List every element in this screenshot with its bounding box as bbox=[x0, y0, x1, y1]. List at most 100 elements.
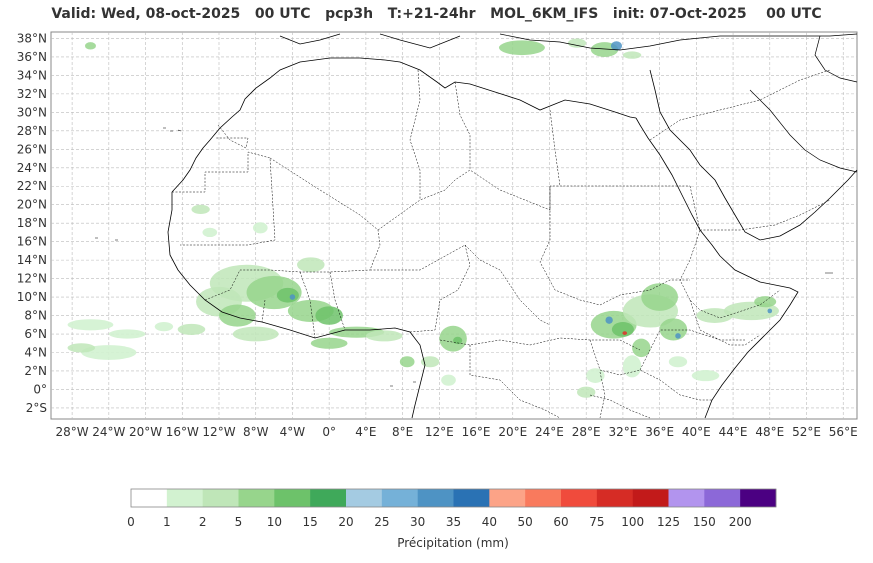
lat-tick-label: 28°N bbox=[17, 124, 47, 138]
lon-tick-label: 20°W bbox=[129, 425, 162, 439]
precip-cell[interactable] bbox=[691, 370, 720, 382]
colorbar-swatch bbox=[632, 489, 669, 507]
coastline-red-sea-west bbox=[635, 117, 721, 257]
lat-tick-label: 38°N bbox=[17, 31, 47, 45]
precip-cell[interactable] bbox=[420, 356, 440, 368]
colorbar-tick-label: 200 bbox=[729, 515, 752, 529]
precip-cell[interactable] bbox=[315, 306, 343, 325]
precip-cell[interactable] bbox=[81, 345, 137, 360]
precip-cell[interactable] bbox=[191, 204, 210, 214]
lat-tick-label: 26°N bbox=[17, 142, 47, 156]
lon-tick-label: 56°E bbox=[829, 425, 858, 439]
country-borders bbox=[172, 69, 831, 419]
lat-tick-label: 30°N bbox=[17, 105, 47, 119]
lon-tick-label: 0° bbox=[322, 425, 336, 439]
lat-tick-label: 4°N bbox=[24, 345, 47, 359]
colorbar-swatch bbox=[310, 489, 347, 507]
precip-cell[interactable] bbox=[498, 40, 545, 56]
lon-tick-label: 20°E bbox=[498, 425, 527, 439]
precip-cell[interactable] bbox=[310, 337, 348, 349]
lat-tick-label: 22°N bbox=[17, 179, 47, 193]
colorbar-swatch bbox=[668, 489, 705, 507]
colorbar-tick-label: 100 bbox=[621, 515, 644, 529]
colorbar-tick-label: 2 bbox=[199, 515, 207, 529]
lat-tick-label: 18°N bbox=[17, 216, 47, 230]
colorbar-tick-label: 150 bbox=[693, 515, 716, 529]
precip-cell[interactable] bbox=[202, 227, 218, 238]
precip-cell[interactable] bbox=[754, 296, 777, 308]
precip-cell[interactable] bbox=[365, 330, 403, 342]
precip-cell[interactable] bbox=[108, 329, 146, 339]
precip-cell[interactable] bbox=[218, 304, 256, 327]
colorbar-tick-label: 30 bbox=[410, 515, 425, 529]
precip-cell[interactable] bbox=[622, 51, 642, 59]
precip-cell[interactable] bbox=[441, 374, 456, 386]
precip-cell[interactable] bbox=[605, 316, 613, 324]
lon-tick-label: 32°E bbox=[608, 425, 637, 439]
map-title: Valid: Wed, 08-oct-2025 00 UTC pcp3h T:+… bbox=[51, 6, 822, 22]
lon-tick-label: 24°W bbox=[92, 425, 125, 439]
precip-cell[interactable] bbox=[767, 308, 773, 314]
lon-tick-label: 36°E bbox=[645, 425, 674, 439]
precip-cell[interactable] bbox=[696, 308, 734, 323]
lon-tick-label: 4°W bbox=[280, 425, 306, 439]
precip-cell[interactable] bbox=[177, 323, 206, 335]
precip-cell[interactable] bbox=[641, 283, 678, 311]
precip-cell[interactable] bbox=[622, 331, 628, 335]
precip-cell[interactable] bbox=[567, 38, 587, 48]
colorbar-tick-label: 40 bbox=[482, 515, 497, 529]
lon-tick-label: 44°E bbox=[719, 425, 748, 439]
lon-tick-label: 4°E bbox=[355, 425, 376, 439]
precip-cell[interactable] bbox=[586, 368, 605, 383]
precip-cell[interactable] bbox=[675, 333, 681, 339]
precip-cell[interactable] bbox=[622, 355, 642, 378]
precip-cell[interactable] bbox=[154, 322, 174, 332]
precip-cell[interactable] bbox=[252, 222, 268, 234]
precip-cell[interactable] bbox=[577, 386, 596, 398]
precip-cell[interactable] bbox=[67, 319, 114, 331]
lat-tick-label: 6°N bbox=[24, 327, 47, 341]
lon-tick-label: 28°W bbox=[56, 425, 89, 439]
lat-tick-label: 0° bbox=[33, 382, 47, 396]
precip-cell[interactable] bbox=[84, 42, 96, 50]
colorbar-swatch bbox=[202, 489, 239, 507]
precip-cell[interactable] bbox=[439, 325, 467, 352]
precip-cell[interactable] bbox=[668, 356, 688, 368]
precip-cell[interactable] bbox=[399, 356, 415, 368]
precip-cell[interactable] bbox=[67, 343, 96, 353]
precip-cell[interactable] bbox=[610, 41, 622, 51]
colorbar-swatch bbox=[704, 489, 741, 507]
coastline-north-africa bbox=[171, 57, 637, 193]
lat-tick-label: 36°N bbox=[17, 50, 47, 64]
lon-tick-label: 28°E bbox=[572, 425, 601, 439]
islands bbox=[95, 127, 833, 387]
precipitation-field[interactable] bbox=[67, 38, 779, 398]
precip-cell[interactable] bbox=[297, 257, 325, 273]
colorbar-tick-label: 25 bbox=[374, 515, 389, 529]
precip-cell[interactable] bbox=[611, 322, 634, 337]
precip-cell[interactable] bbox=[232, 326, 279, 342]
colorbar-swatch bbox=[346, 489, 383, 507]
coastline-horn-of-africa bbox=[704, 255, 799, 419]
colorbar-tick-label: 1 bbox=[163, 515, 171, 529]
lat-tick-label: 34°N bbox=[17, 68, 47, 82]
precip-cell[interactable] bbox=[276, 287, 299, 303]
colorbar-swatch bbox=[489, 489, 526, 507]
colorbar-swatch bbox=[561, 489, 598, 507]
colorbar-frame bbox=[130, 488, 777, 508]
lon-tick-label: 12°W bbox=[202, 425, 235, 439]
coastline-persian-gulf bbox=[749, 89, 858, 173]
colorbar-swatch bbox=[381, 489, 418, 507]
precip-cell[interactable] bbox=[659, 318, 688, 341]
map-frame bbox=[50, 31, 858, 420]
colorbar-tick-label: 15 bbox=[303, 515, 318, 529]
precip-cell[interactable] bbox=[632, 338, 651, 358]
lat-tick-label: 20°N bbox=[17, 198, 47, 212]
lat-tick-label: 12°N bbox=[17, 272, 47, 286]
colorbar-tick-label: 20 bbox=[338, 515, 353, 529]
lon-tick-label: 12°E bbox=[425, 425, 454, 439]
lat-tick-label: 16°N bbox=[17, 235, 47, 249]
coastline-arabia bbox=[649, 69, 858, 241]
precip-cell[interactable] bbox=[289, 294, 296, 300]
